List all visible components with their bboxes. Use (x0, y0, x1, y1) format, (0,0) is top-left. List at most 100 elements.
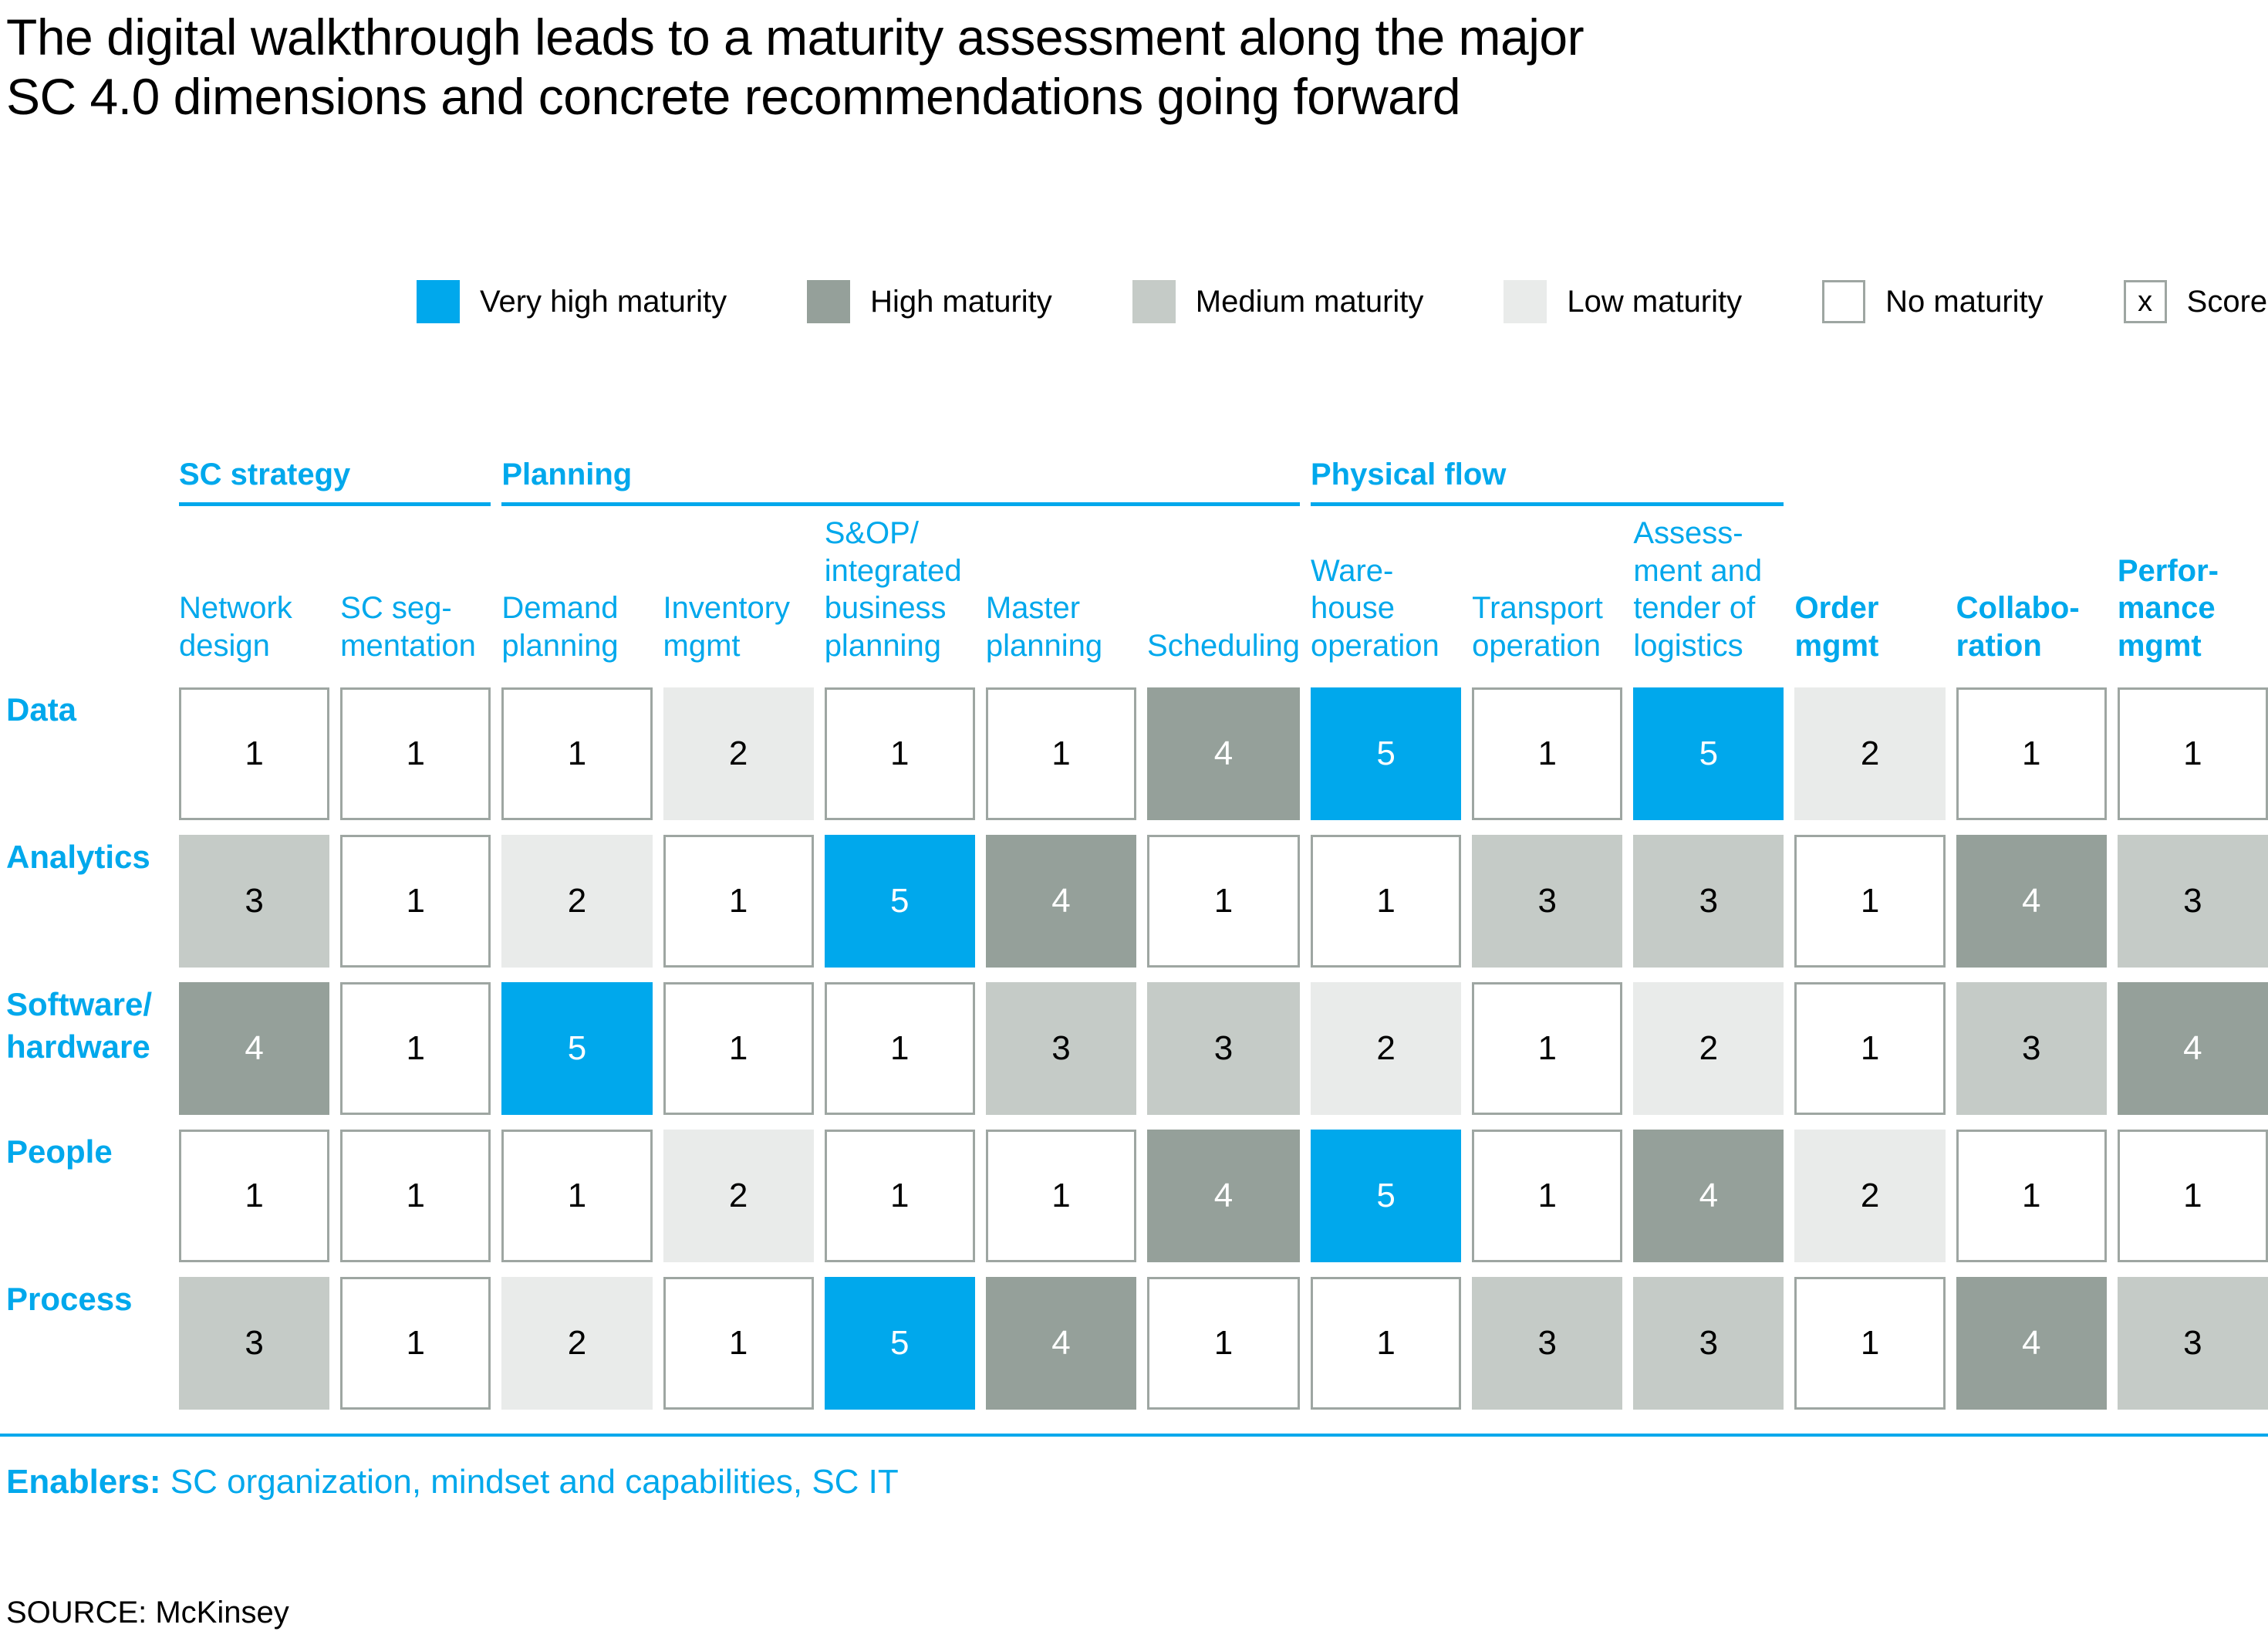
matrix-cell: 1 (1794, 835, 1946, 968)
matrix-cell: 4 (1147, 687, 1300, 820)
legend-swatch-n (1822, 280, 1866, 323)
matrix-cell: 4 (179, 982, 330, 1115)
matrix-cell: 2 (663, 687, 814, 820)
legend-item-v: Very high maturity (417, 280, 727, 323)
matrix-cell: 1 (824, 687, 975, 820)
maturity-matrix: SC strategy Planning Physical flow Network d… (6, 432, 2268, 1410)
matrix-cell: 5 (501, 982, 653, 1115)
column-header-network-design: Network design (179, 591, 292, 664)
matrix-cell: 3 (2117, 835, 2268, 968)
score-box: x (2123, 280, 2167, 323)
matrix-cell: 5 (1310, 1130, 1462, 1262)
row-label-people: People (6, 1133, 113, 1170)
matrix-cell: 4 (2117, 982, 2268, 1115)
matrix-cell: 1 (1794, 1277, 1946, 1410)
matrix-cell: 2 (1794, 1130, 1946, 1262)
matrix-cell: 2 (1794, 687, 1946, 820)
page-title: The digital walkthrough leads to a matur… (6, 8, 2251, 127)
matrix-cell: 1 (663, 982, 814, 1115)
matrix-cell: 5 (824, 1277, 975, 1410)
legend-swatch-v (417, 280, 460, 323)
matrix-cell: 1 (1956, 687, 2107, 820)
column-header-s-op-integrated-business-planning: S&OP/integrated business planning (824, 515, 962, 664)
legend-label: Low maturity (1567, 284, 1743, 319)
matrix-cell: 3 (179, 835, 330, 968)
matrix-cell: 1 (985, 687, 1137, 820)
matrix-cell: 4 (1956, 1277, 2107, 1410)
matrix-cell: 1 (1472, 982, 1623, 1115)
column-header-transport-operation: Transport operation (1472, 591, 1603, 664)
legend-item-l: Low maturity (1504, 280, 1742, 323)
matrix-cell: 1 (663, 1277, 814, 1410)
column-header-performance-mgmt: Perfor-mance mgmt (2117, 553, 2219, 664)
matrix-cell: 3 (1633, 835, 1784, 968)
column-header-assessment-and-tender-of-logistics: Assess-ment and tender of logistics (1633, 515, 1763, 664)
matrix-cell: 5 (1310, 687, 1462, 820)
enablers-text: SC organization, mindset and capabilitie… (170, 1463, 899, 1501)
matrix-cell: 4 (985, 1277, 1137, 1410)
column-header-demand-planning: Demand planning (501, 591, 619, 664)
column-header-warehouse-operation: Ware-house operation (1310, 553, 1439, 664)
matrix-cell: 3 (1147, 982, 1300, 1115)
legend-swatch-l (1504, 280, 1547, 323)
enablers-label: Enablers: (6, 1463, 161, 1501)
matrix-cell: 3 (2117, 1277, 2268, 1410)
column-header-inventory-mgmt: Inventory mgmt (663, 591, 791, 664)
matrix-cell: 3 (1472, 1277, 1623, 1410)
matrix-cell: 1 (1147, 835, 1300, 968)
legend-label: Score (2186, 284, 2268, 319)
matrix-cell: 4 (985, 835, 1137, 968)
matrix-cell: 1 (340, 687, 491, 820)
matrix-cell: 4 (1956, 835, 2107, 968)
column-header-scheduling: Scheduling (1147, 629, 1300, 664)
matrix-cell: 1 (985, 1130, 1137, 1262)
legend: Very high maturity High maturity Medium ma… (417, 280, 2267, 323)
matrix-cell: 1 (340, 835, 491, 968)
matrix-cell: 1 (2117, 687, 2268, 820)
legend-item-n: No maturity (1822, 280, 2044, 323)
matrix-cell: 3 (179, 1277, 330, 1410)
column-header-master-planning: Master planning (985, 591, 1103, 664)
legend-label: No maturity (1885, 284, 2044, 319)
matrix-cell: 1 (2117, 1130, 2268, 1262)
legend-swatch-m (1132, 280, 1176, 323)
matrix-cell: 1 (663, 835, 814, 968)
matrix-cell: 4 (1147, 1130, 1300, 1262)
matrix-cell: 1 (340, 1130, 491, 1262)
legend-label: Medium maturity (1195, 284, 1424, 319)
matrix-cell: 1 (1310, 835, 1462, 968)
matrix-cell: 3 (985, 982, 1137, 1115)
matrix-cell: 1 (1310, 1277, 1462, 1410)
column-header-collaboration: Collabo-ration (1956, 591, 2080, 664)
page-title-line-1: The digital walkthrough leads to a matur… (6, 8, 1585, 66)
matrix-cell: 3 (1472, 835, 1623, 968)
matrix-cell: 2 (1310, 982, 1462, 1115)
page-title-line-2: SC 4.0 dimensions and concrete recommend… (6, 68, 1461, 126)
footer-divider (0, 1434, 2268, 1437)
legend-swatch-h (807, 280, 851, 323)
matrix-cell: 2 (501, 1277, 653, 1410)
matrix-cell: 3 (1956, 982, 2107, 1115)
matrix-cell: 5 (824, 835, 975, 968)
column-group-sc-strategy: SC strategy (179, 458, 491, 506)
matrix-cell: 5 (1633, 687, 1784, 820)
matrix-cell: 2 (1633, 982, 1784, 1115)
source-note: SOURCE: McKinsey (6, 1596, 289, 1630)
column-header-order-mgmt: Order mgmt (1794, 591, 1879, 664)
matrix-cell: 2 (663, 1130, 814, 1262)
matrix-cell: 1 (501, 687, 653, 820)
column-group-physical-flow: Physical flow (1310, 458, 1784, 506)
legend-item-m: Medium maturity (1132, 280, 1424, 323)
legend-label: High maturity (870, 284, 1052, 319)
matrix-cell: 1 (501, 1130, 653, 1262)
matrix-cell: 1 (179, 1130, 330, 1262)
matrix-cell: 3 (1633, 1277, 1784, 1410)
matrix-cell: 4 (1633, 1130, 1784, 1262)
legend-label: Very high maturity (480, 284, 727, 319)
matrix-cell: 1 (1147, 1277, 1300, 1410)
row-label-data: Data (6, 691, 77, 728)
matrix-cell: 1 (824, 982, 975, 1115)
matrix-cell: 1 (340, 982, 491, 1115)
matrix-cell: 1 (824, 1130, 975, 1262)
